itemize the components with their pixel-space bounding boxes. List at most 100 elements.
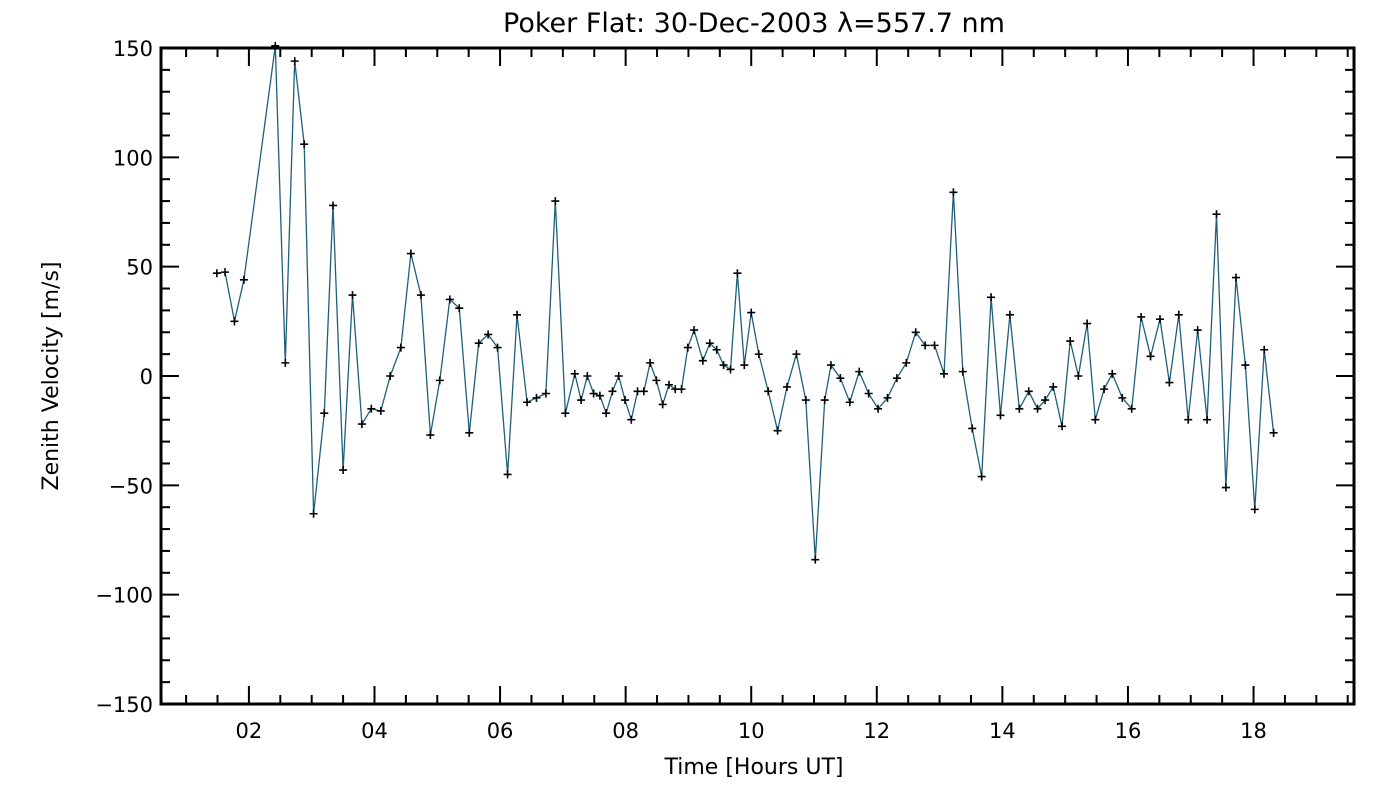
data-point-marker — [445, 295, 454, 304]
data-point-marker — [1212, 210, 1221, 219]
data-point-marker — [503, 470, 512, 479]
data-point-marker — [949, 188, 958, 197]
data-point-marker — [484, 330, 493, 339]
data-point-marker — [996, 411, 1005, 420]
data-point-marker — [652, 376, 661, 385]
data-point-marker — [811, 555, 820, 564]
data-point-marker — [1033, 404, 1042, 413]
data-point-marker — [416, 291, 425, 300]
data-point-marker — [792, 350, 801, 359]
data-point-marker — [1203, 415, 1212, 424]
data-point-marker — [1137, 312, 1146, 321]
data-point-marker — [1250, 505, 1259, 514]
data-point-marker — [1024, 387, 1033, 396]
data-point-marker — [583, 372, 592, 380]
data-point-marker — [561, 409, 570, 418]
y-tick-label: 150 — [113, 37, 153, 61]
data-point-marker — [309, 509, 318, 518]
data-point-marker — [902, 358, 911, 367]
x-axis-label: Time [Hours UT] — [664, 755, 844, 780]
data-point-marker — [968, 424, 977, 433]
data-point-marker — [1058, 422, 1067, 431]
y-axis-label: Zenith Velocity [m/s] — [39, 262, 64, 491]
data-point-marker — [465, 428, 474, 437]
data-point-marker — [921, 341, 930, 350]
data-point-marker — [1221, 483, 1230, 492]
data-point-marker — [621, 396, 630, 405]
data-point-marker — [690, 326, 699, 335]
data-point-marker — [783, 382, 792, 391]
data-point-marker — [614, 372, 623, 380]
data-point-marker — [339, 466, 348, 475]
x-tick-label: 16 — [1115, 719, 1142, 743]
data-point-marker — [958, 367, 967, 376]
data-point-marker — [1193, 326, 1202, 335]
data-point-marker — [845, 398, 854, 407]
data-point-marker — [733, 269, 742, 278]
data-point-marker — [826, 361, 835, 370]
data-point-marker — [595, 391, 604, 400]
x-tick-label: 08 — [612, 719, 639, 743]
data-point-marker — [212, 269, 221, 278]
data-point-marker — [551, 197, 560, 206]
x-tick-label: 10 — [738, 719, 765, 743]
data-point-marker — [290, 57, 299, 66]
data-point-marker — [683, 343, 692, 352]
data-point-marker — [1155, 315, 1164, 324]
data-point-marker — [1015, 404, 1024, 413]
data-point-marker — [939, 369, 948, 378]
data-point-marker — [1241, 361, 1250, 370]
y-tick-label: 50 — [126, 256, 153, 280]
x-tick-label: 12 — [863, 719, 890, 743]
data-point-marker — [474, 339, 483, 348]
data-point-marker — [719, 361, 728, 370]
data-point-marker — [639, 387, 648, 396]
data-point-marker — [836, 374, 845, 383]
data-point-marker — [1049, 382, 1058, 391]
data-point-marker — [1269, 428, 1278, 437]
axis-ticks: 150 100 50 0 −50 −100 −150 02 04 06 08 10 12 14 16 18 — [95, 37, 1354, 743]
data-point-marker — [376, 406, 385, 415]
data-point-marker — [1165, 378, 1174, 387]
data-point-marker — [754, 350, 763, 359]
chart-title: Poker Flat: 30-Dec-2003 λ=557.7 nm — [503, 8, 1005, 39]
data-point-marker — [977, 472, 986, 481]
data-point-marker — [577, 396, 586, 405]
data-point-marker — [740, 361, 749, 370]
data-point-marker — [874, 404, 883, 413]
data-point-marker — [348, 291, 357, 300]
data-point-marker — [589, 389, 598, 398]
series-line — [216, 45, 1275, 560]
data-point-marker — [1074, 372, 1083, 380]
data-point-marker — [1184, 415, 1193, 424]
data-point-marker — [523, 398, 532, 407]
data-point-marker — [493, 343, 502, 352]
data-point-marker — [367, 404, 376, 413]
y-tick-label: 100 — [113, 146, 153, 170]
data-point-marker — [883, 393, 892, 402]
data-point-marker — [435, 376, 444, 385]
x-tick-label: 02 — [236, 719, 263, 743]
data-point-marker — [773, 426, 782, 435]
x-tick-label: 04 — [361, 719, 388, 743]
data-point-marker — [1231, 273, 1240, 282]
data-point-marker — [677, 385, 686, 394]
data-point-marker — [602, 409, 611, 418]
plot-frame — [159, 46, 1356, 706]
data-point-marker — [329, 201, 338, 210]
data-point-marker — [705, 339, 714, 348]
data-point-marker — [801, 396, 810, 405]
data-point-marker — [1146, 352, 1155, 361]
data-point-marker — [664, 380, 673, 389]
data-point-marker — [320, 409, 329, 418]
data-point-marker — [230, 317, 239, 326]
data-point-marker — [1260, 345, 1269, 354]
data-point-marker — [1108, 369, 1117, 378]
x-tick-label: 14 — [989, 719, 1016, 743]
data-point-marker — [820, 396, 829, 405]
data-point-marker — [911, 328, 920, 337]
data-point-marker — [455, 304, 464, 313]
data-point-marker — [930, 341, 939, 350]
data-series — [212, 41, 1278, 564]
